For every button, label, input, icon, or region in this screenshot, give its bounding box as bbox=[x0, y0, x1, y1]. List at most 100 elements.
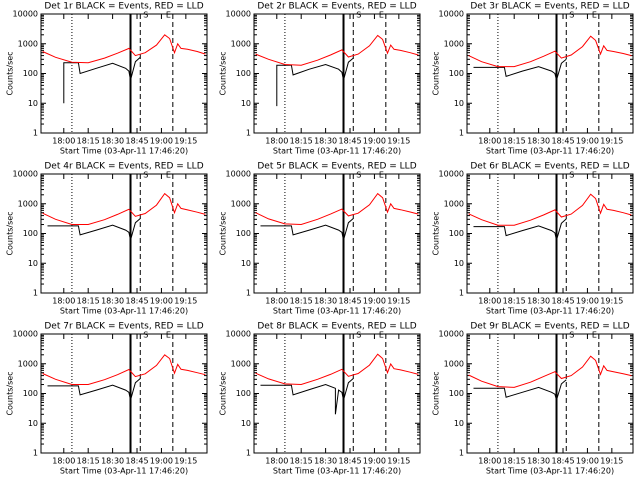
plot-frame bbox=[40, 173, 208, 294]
chart-title: Det 1r BLACK = Events, RED = LLD bbox=[44, 2, 203, 12]
chart-title: Det 4r BLACK = Events, RED = LLD bbox=[44, 162, 203, 172]
panel: Det 9r BLACK = Events, RED = LLD Counts/s… bbox=[432, 322, 634, 476]
x-tick-label: 18:15 bbox=[77, 297, 100, 306]
x-tick-label: 18:45 bbox=[338, 137, 361, 146]
panel: Det 7r BLACK = Events, RED = LLD Counts/s… bbox=[6, 322, 208, 476]
plot-frame bbox=[253, 13, 421, 134]
chart-title: Det 9r BLACK = Events, RED = LLD bbox=[470, 322, 629, 332]
x-tick-label: 18:45 bbox=[551, 137, 574, 146]
series-line bbox=[47, 378, 141, 401]
marker-label: S bbox=[356, 171, 361, 180]
y-tick-label: 10 bbox=[454, 419, 464, 428]
y-tick-label: 1 bbox=[459, 129, 464, 138]
x-tick-label: 19:00 bbox=[363, 137, 386, 146]
y-tick-label: 1 bbox=[33, 289, 38, 298]
x-tick-label: 18:30 bbox=[314, 457, 337, 466]
x-tick-label: 18:00 bbox=[478, 457, 501, 466]
marker-label: S bbox=[356, 331, 361, 340]
x-tick-label: 18:45 bbox=[338, 297, 361, 306]
x-tick-label: 19:00 bbox=[150, 297, 173, 306]
plot-frame bbox=[466, 173, 634, 294]
series-line bbox=[47, 218, 141, 241]
x-tick-label: 18:45 bbox=[125, 137, 148, 146]
x-axis-label: Start Time (03-Apr-11 17:46:20) bbox=[273, 467, 401, 476]
y-tick-label: 1 bbox=[33, 449, 38, 458]
y-tick-label: 100 bbox=[236, 69, 251, 78]
y-axis-label: Counts/sec bbox=[432, 211, 441, 255]
y-tick-label: 10000 bbox=[226, 330, 251, 339]
x-tick-label: 18:00 bbox=[478, 297, 501, 306]
chart-title: Det 2r BLACK = Events, RED = LLD bbox=[257, 2, 416, 12]
marker-label: E bbox=[592, 11, 597, 20]
y-tick-label: 10000 bbox=[439, 10, 464, 19]
marker-label: E bbox=[592, 331, 597, 340]
series-line bbox=[42, 354, 206, 385]
x-tick-label: 19:00 bbox=[363, 297, 386, 306]
plot-frame bbox=[40, 333, 208, 454]
x-tick-label: 18:00 bbox=[265, 457, 288, 466]
y-tick-label: 1000 bbox=[444, 359, 464, 368]
y-tick-label: 1 bbox=[246, 289, 251, 298]
y-tick-label: 10000 bbox=[439, 170, 464, 179]
y-tick-label: 10000 bbox=[226, 170, 251, 179]
y-tick-label: 10 bbox=[241, 419, 251, 428]
x-tick-label: 18:00 bbox=[265, 137, 288, 146]
y-tick-label: 1000 bbox=[231, 39, 251, 48]
x-axis-label: Start Time (03-Apr-11 17:46:20) bbox=[486, 467, 614, 476]
y-tick-label: 10 bbox=[28, 99, 38, 108]
x-axis-label: Start Time (03-Apr-11 17:46:20) bbox=[486, 147, 614, 156]
series-line bbox=[276, 57, 354, 107]
x-tick-label: 19:15 bbox=[387, 137, 410, 146]
y-tick-label: 10000 bbox=[13, 170, 38, 179]
x-tick-label: 18:45 bbox=[551, 457, 574, 466]
marker-label: S bbox=[143, 11, 148, 20]
marker-label: S bbox=[569, 331, 574, 340]
x-tick-label: 18:15 bbox=[290, 457, 313, 466]
x-tick-label: 19:00 bbox=[363, 457, 386, 466]
series-line bbox=[255, 353, 419, 386]
x-axis-label: Start Time (03-Apr-11 17:46:20) bbox=[60, 147, 188, 156]
chart-title: Det 3r BLACK = Events, RED = LLD bbox=[470, 2, 629, 12]
x-tick-label: 18:45 bbox=[125, 297, 148, 306]
series-line bbox=[468, 193, 632, 226]
x-tick-label: 18:15 bbox=[503, 297, 526, 306]
plot-frame bbox=[253, 333, 421, 454]
chart-title: Det 7r BLACK = Events, RED = LLD bbox=[44, 322, 203, 332]
x-tick-label: 18:30 bbox=[101, 457, 124, 466]
x-tick-label: 18:45 bbox=[338, 457, 361, 466]
y-tick-label: 10000 bbox=[13, 330, 38, 339]
x-tick-label: 18:30 bbox=[527, 457, 550, 466]
y-tick-label: 10 bbox=[454, 259, 464, 268]
y-tick-label: 100 bbox=[23, 69, 38, 78]
panel: Det 3r BLACK = Events, RED = LLD Counts/s… bbox=[432, 2, 634, 156]
x-tick-label: 18:45 bbox=[125, 457, 148, 466]
marker-label: E bbox=[166, 171, 171, 180]
series-line bbox=[255, 34, 419, 66]
y-tick-label: 1000 bbox=[231, 199, 251, 208]
series-line bbox=[255, 192, 419, 226]
x-tick-label: 19:15 bbox=[387, 297, 410, 306]
x-tick-label: 18:15 bbox=[503, 137, 526, 146]
marker-label: S bbox=[143, 171, 148, 180]
y-tick-label: 10 bbox=[241, 259, 251, 268]
panel: Det 6r BLACK = Events, RED = LLD Counts/s… bbox=[432, 162, 634, 316]
plot-frame bbox=[40, 13, 208, 134]
series-line bbox=[473, 218, 567, 241]
y-axis-label: Counts/sec bbox=[6, 371, 15, 415]
x-tick-label: 18:15 bbox=[503, 457, 526, 466]
series-line bbox=[260, 378, 354, 415]
y-axis-label: Counts/sec bbox=[219, 51, 228, 95]
x-tick-label: 18:15 bbox=[77, 137, 100, 146]
marker-label: S bbox=[143, 331, 148, 340]
y-axis-label: Counts/sec bbox=[432, 371, 441, 415]
y-tick-label: 1 bbox=[459, 449, 464, 458]
x-tick-label: 19:15 bbox=[600, 457, 623, 466]
y-tick-label: 100 bbox=[23, 229, 38, 238]
series-line bbox=[260, 218, 354, 241]
plot-frame bbox=[466, 333, 634, 454]
x-tick-label: 18:45 bbox=[551, 297, 574, 306]
x-tick-label: 19:15 bbox=[600, 137, 623, 146]
series-line bbox=[473, 58, 567, 83]
y-tick-label: 10 bbox=[454, 99, 464, 108]
